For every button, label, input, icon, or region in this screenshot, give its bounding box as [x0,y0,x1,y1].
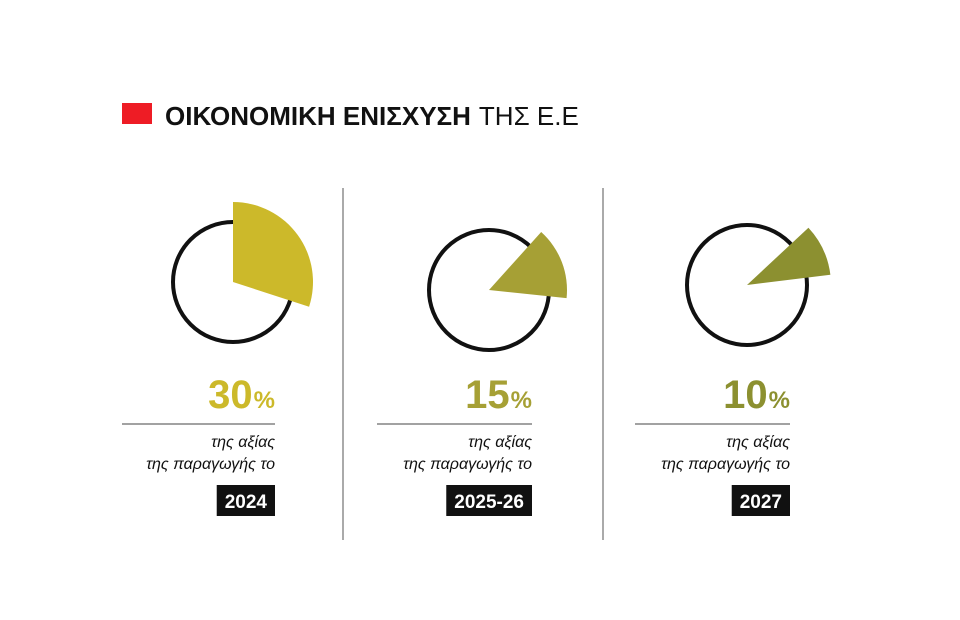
title-light: ΤΗΣ Ε.Ε [479,101,579,131]
year-box [216,485,275,516]
value-label: 30 [208,373,253,417]
year-label: 2024 [225,492,268,513]
pie-slice [489,232,567,299]
year-label: 2027 [740,492,782,513]
percent-sign: % [769,387,790,414]
caption: της αξίας [211,434,275,451]
value-label: 10 [723,373,768,417]
percent-sign: % [511,387,532,414]
caption: της αξίας [726,434,790,451]
percent-sign: % [254,387,275,414]
pie-outline [685,223,809,347]
year-box [731,485,790,516]
caption: της παραγωγής το [661,456,790,473]
year-label: 2025-26 [454,492,524,513]
caption: της παραγωγής το [146,456,275,473]
caption: της παραγωγής το [403,456,532,473]
caption: της αξίας [468,434,532,451]
value-label: 15 [465,373,510,417]
pie-slice [233,202,314,307]
pie-slice [747,227,831,285]
year-box [446,485,532,516]
title-bold: ΟΙΚΟΝΟΜΙΚΗ ΕΝΙΣΧΥΣΗ [165,101,471,131]
title-marker [122,103,152,124]
